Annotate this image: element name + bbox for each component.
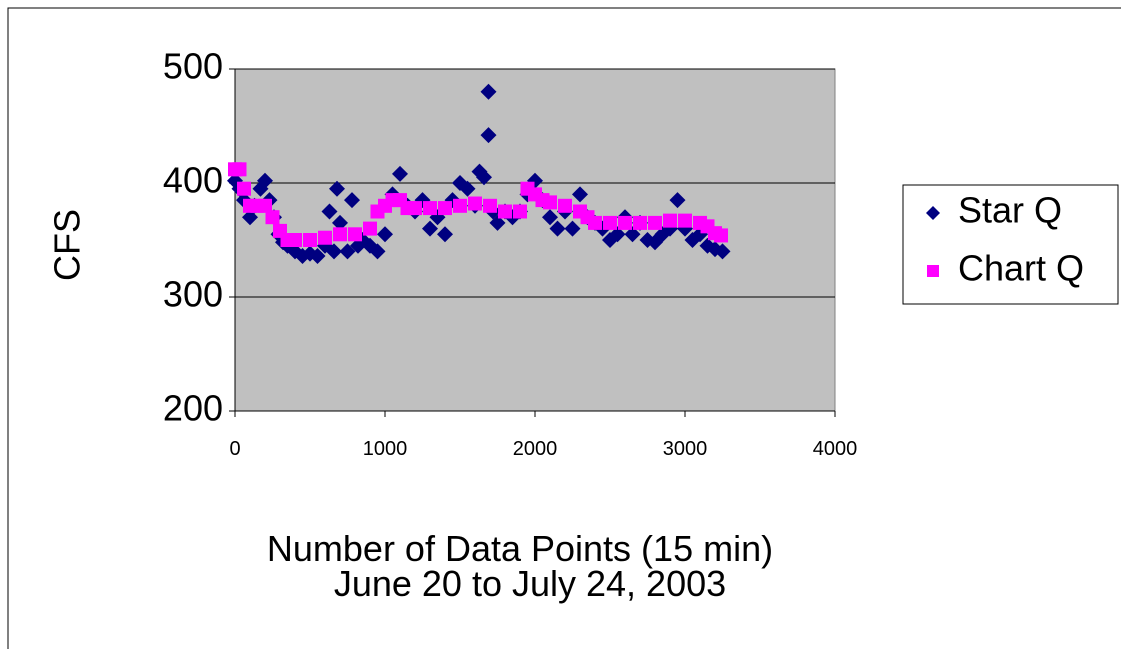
x-tick-label: 3000 bbox=[663, 438, 708, 460]
point bbox=[437, 226, 453, 243]
point bbox=[572, 186, 588, 203]
point bbox=[714, 228, 728, 243]
point bbox=[498, 204, 512, 219]
point bbox=[423, 201, 437, 216]
point bbox=[618, 215, 632, 230]
point bbox=[309, 247, 326, 264]
point bbox=[603, 215, 617, 230]
point bbox=[542, 209, 558, 226]
chart-frame bbox=[7, 7, 1121, 649]
point bbox=[377, 226, 393, 243]
legend-label: Star Q bbox=[958, 190, 1062, 231]
point bbox=[232, 162, 247, 177]
point bbox=[564, 220, 581, 237]
x-tick-label: 0 bbox=[229, 438, 240, 460]
point bbox=[265, 210, 280, 225]
point bbox=[237, 181, 251, 196]
point bbox=[648, 215, 662, 230]
point bbox=[333, 227, 347, 242]
point bbox=[714, 243, 731, 260]
y-tick-label: 500 bbox=[163, 46, 223, 87]
point bbox=[678, 213, 692, 228]
x-axis-label: June 20 to July 24, 2003 bbox=[334, 563, 726, 604]
legend-label: Chart Q bbox=[958, 248, 1084, 289]
y-axis-label: CFS bbox=[47, 209, 88, 281]
point bbox=[549, 220, 566, 237]
point bbox=[558, 198, 572, 213]
legend-swatch bbox=[926, 206, 940, 220]
x-axis-label: Number of Data Points (15 min) bbox=[267, 528, 773, 569]
point bbox=[513, 204, 527, 219]
point bbox=[438, 201, 452, 216]
y-tick-label: 200 bbox=[163, 388, 223, 429]
point bbox=[329, 180, 345, 197]
point bbox=[303, 233, 317, 247]
point bbox=[363, 221, 377, 236]
point bbox=[369, 243, 386, 260]
point bbox=[459, 180, 476, 197]
x-tick-label: 4000 bbox=[813, 438, 858, 460]
point bbox=[468, 196, 482, 211]
x-tick-label: 2000 bbox=[513, 438, 558, 460]
point bbox=[624, 226, 641, 243]
point bbox=[453, 198, 467, 213]
point bbox=[422, 220, 438, 237]
point bbox=[588, 215, 602, 230]
point bbox=[483, 198, 497, 213]
point bbox=[408, 201, 422, 216]
point bbox=[344, 192, 360, 209]
point bbox=[476, 169, 492, 186]
point bbox=[339, 243, 356, 260]
y-tick-label: 400 bbox=[163, 160, 223, 201]
point bbox=[392, 165, 408, 182]
legend-box bbox=[902, 184, 1119, 305]
point bbox=[663, 213, 677, 228]
point bbox=[257, 172, 273, 189]
point bbox=[332, 214, 348, 231]
x-tick-label: 1000 bbox=[363, 438, 408, 460]
point bbox=[669, 192, 686, 209]
point bbox=[480, 83, 497, 100]
point bbox=[489, 214, 506, 231]
y-tick-label: 300 bbox=[163, 274, 223, 315]
point bbox=[543, 195, 557, 210]
point bbox=[288, 233, 302, 247]
point bbox=[348, 227, 362, 242]
point bbox=[633, 215, 647, 230]
point bbox=[321, 203, 338, 220]
point bbox=[480, 127, 497, 144]
point bbox=[258, 198, 272, 213]
point bbox=[318, 230, 332, 245]
point bbox=[609, 226, 626, 243]
point bbox=[326, 243, 342, 260]
legend-swatch bbox=[927, 265, 939, 277]
